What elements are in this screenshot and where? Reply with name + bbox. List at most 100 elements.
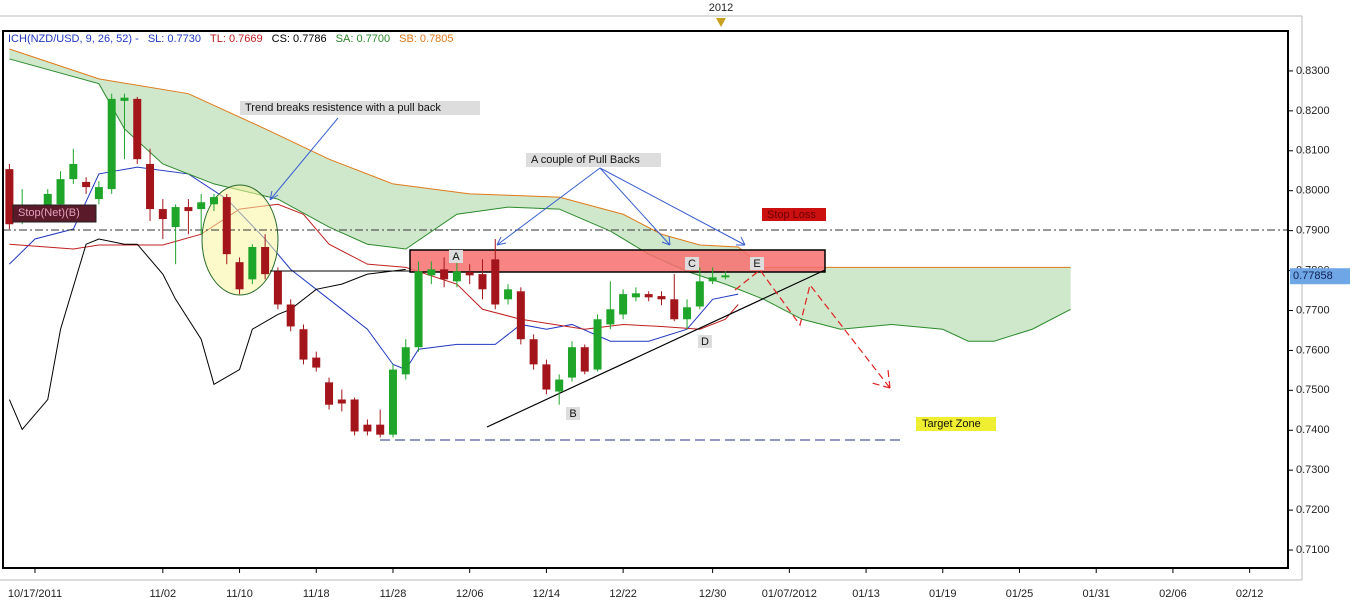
- y-tick-label: 0.8100: [1296, 145, 1330, 157]
- x-tick-label: 01/07/2012: [762, 588, 817, 600]
- point-box: [698, 335, 712, 348]
- y-tick-label: 0.7600: [1296, 344, 1330, 356]
- note-box: [240, 101, 480, 115]
- point-label: B: [569, 408, 576, 420]
- legend-entry: TL: 0.7669: [210, 33, 263, 45]
- y-tick-label: 0.7500: [1296, 384, 1330, 396]
- candle-body: [593, 319, 602, 370]
- y-tick-label: 0.8000: [1296, 185, 1330, 197]
- point-label: E: [753, 258, 760, 270]
- candle-body: [465, 272, 474, 276]
- candle-body: [516, 291, 525, 340]
- candle-body: [657, 296, 666, 300]
- arrow: [599, 167, 746, 246]
- candle-body: [721, 275, 730, 278]
- candle-body: [82, 181, 91, 188]
- candle-body: [171, 207, 180, 228]
- candle-body: [644, 294, 653, 298]
- candle-body: [56, 179, 65, 205]
- candle-body: [350, 399, 359, 432]
- stop-net-label: Stop(Net)(B): [18, 207, 80, 219]
- y-tick-label: 0.8200: [1296, 105, 1330, 117]
- point-label: C: [688, 258, 696, 270]
- arrow: [269, 117, 339, 201]
- x-tick-label: 12/06: [456, 588, 484, 600]
- x-tick-label: 11/10: [226, 588, 253, 600]
- candle-body: [504, 289, 513, 300]
- candle-body: [670, 299, 679, 320]
- x-tick-label: 10/17/2011: [8, 588, 62, 600]
- series-line: [9, 48, 1071, 268]
- x-tick-label: 01/25: [1006, 588, 1034, 600]
- series-line: [9, 203, 739, 330]
- candle-body: [491, 259, 500, 305]
- target-label: Target Zone: [922, 418, 981, 430]
- candle-body: [555, 379, 564, 392]
- candle-body: [452, 271, 461, 282]
- candle-body: [261, 246, 270, 275]
- candle-body: [619, 294, 628, 315]
- candle-body: [94, 187, 103, 200]
- highlight-ellipse: [201, 184, 279, 296]
- legend-entry: CS: 0.7786: [272, 33, 327, 45]
- x-tick-label: 02/06: [1159, 588, 1187, 600]
- x-tick-label: 01/19: [929, 588, 957, 600]
- arrow: [496, 167, 601, 246]
- candle-body: [312, 357, 321, 368]
- x-tick-label: 11/02: [149, 588, 176, 600]
- last-price-label: 0.77858: [1293, 270, 1333, 282]
- x-tick-label: 11/18: [303, 588, 330, 600]
- candle-body: [120, 97, 129, 101]
- y-tick-label: 0.7400: [1296, 424, 1330, 436]
- candle-body: [248, 246, 257, 280]
- candle-body: [325, 382, 334, 405]
- candle-body: [197, 202, 206, 210]
- resistance-zone: [409, 249, 826, 273]
- point-box: [750, 257, 764, 270]
- candle-body: [542, 364, 551, 390]
- point-box: [566, 407, 580, 420]
- candle-body: [209, 197, 218, 205]
- y-tick-label: 0.7900: [1296, 225, 1330, 237]
- candle-body: [158, 209, 167, 220]
- candle-body: [401, 347, 410, 375]
- point-box: [685, 257, 699, 270]
- candle-body: [606, 309, 615, 325]
- year-label: 2012: [709, 2, 733, 14]
- candle-body: [133, 98, 142, 160]
- candle-body: [299, 329, 308, 360]
- candle-body: [683, 307, 692, 320]
- target-box: [916, 417, 996, 431]
- y-tick-label: 0.8300: [1296, 65, 1330, 77]
- legend: ICH(NZD/USD, 9, 26, 52) - SL: 0.7730 TL: 0…: [8, 33, 454, 45]
- series-line: [9, 166, 739, 371]
- x-tick-label: 12/14: [533, 588, 561, 600]
- x-tick-label: 02/12: [1236, 588, 1264, 600]
- candle-body: [631, 293, 640, 298]
- candle-body: [184, 207, 193, 212]
- candle-body: [580, 347, 589, 372]
- candle-body: [69, 163, 78, 180]
- candle-body: [388, 369, 397, 435]
- x-tick-label: 01/13: [852, 588, 880, 600]
- y-tick-label: 0.7700: [1296, 304, 1330, 316]
- legend-entry: SL: 0.7730: [148, 33, 201, 45]
- candle-body: [427, 269, 436, 276]
- candle-body: [363, 424, 372, 432]
- candle-body: [414, 271, 423, 348]
- legend-entry: SB: 0.7805: [399, 33, 453, 45]
- candle-body: [376, 424, 385, 435]
- candle-body: [529, 339, 538, 365]
- stop-net-box: [12, 204, 97, 223]
- series-line: [8, 238, 406, 431]
- candle-body: [286, 304, 295, 327]
- x-tick-label: 12/22: [609, 588, 637, 600]
- candle-body: [146, 163, 155, 210]
- year-marker: [716, 18, 726, 27]
- line-layer: [8, 48, 1071, 431]
- arrows: [269, 117, 746, 246]
- candle-body: [107, 98, 116, 190]
- candle-body: [235, 262, 244, 290]
